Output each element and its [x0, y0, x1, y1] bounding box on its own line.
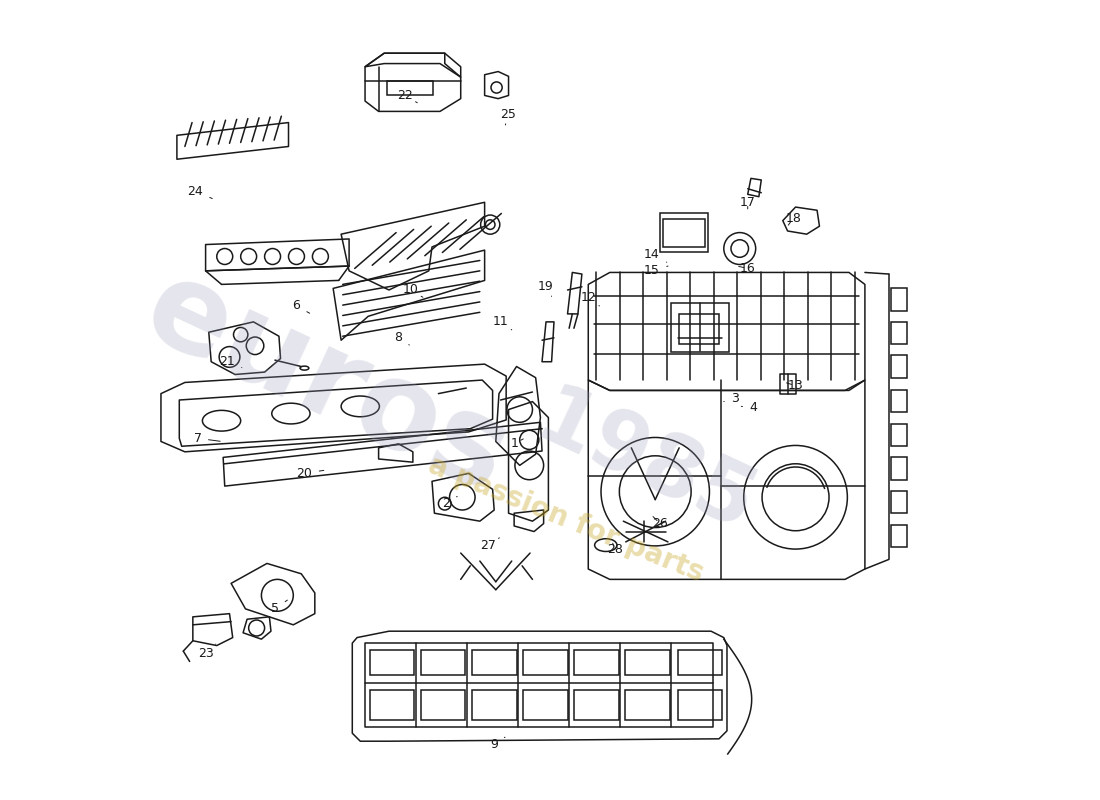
- Text: 4: 4: [741, 402, 757, 414]
- Text: 28: 28: [607, 543, 624, 556]
- Text: a passion for parts: a passion for parts: [424, 451, 708, 588]
- Bar: [663, 219, 705, 247]
- Bar: [625, 650, 670, 675]
- Bar: [522, 690, 568, 721]
- Text: 6: 6: [293, 299, 309, 314]
- Text: 8: 8: [395, 331, 409, 345]
- Text: 12: 12: [581, 291, 600, 306]
- Text: 1985: 1985: [524, 378, 768, 550]
- Text: 15: 15: [645, 264, 668, 278]
- Text: 27: 27: [480, 538, 499, 551]
- Bar: [679, 314, 719, 344]
- Bar: [625, 690, 670, 721]
- Text: 18: 18: [785, 212, 801, 225]
- Text: 19: 19: [538, 280, 554, 296]
- Bar: [472, 690, 517, 721]
- Text: 22: 22: [397, 89, 417, 102]
- Text: 16: 16: [739, 262, 756, 275]
- Text: 7: 7: [194, 432, 220, 445]
- Bar: [891, 288, 908, 310]
- Text: 14: 14: [645, 249, 667, 262]
- Text: 10: 10: [403, 283, 422, 298]
- Text: 26: 26: [652, 517, 668, 530]
- Text: 17: 17: [740, 196, 756, 209]
- Bar: [660, 214, 708, 252]
- Bar: [370, 650, 415, 675]
- Bar: [386, 81, 432, 95]
- Text: 24: 24: [187, 185, 212, 198]
- Bar: [421, 690, 465, 721]
- Bar: [891, 491, 908, 514]
- Text: 9: 9: [491, 737, 505, 751]
- Text: 23: 23: [198, 644, 216, 660]
- Text: 1: 1: [510, 438, 524, 450]
- Bar: [671, 302, 728, 352]
- Text: 21: 21: [219, 355, 242, 368]
- Bar: [574, 650, 618, 675]
- Text: 13: 13: [786, 379, 803, 392]
- Bar: [891, 355, 908, 378]
- Text: 20: 20: [297, 467, 323, 480]
- Bar: [891, 390, 908, 412]
- Bar: [678, 690, 723, 721]
- Bar: [891, 424, 908, 446]
- Text: 11: 11: [493, 315, 512, 330]
- Bar: [522, 650, 568, 675]
- Bar: [421, 650, 465, 675]
- Bar: [891, 322, 908, 344]
- Bar: [891, 525, 908, 547]
- Bar: [891, 458, 908, 480]
- Text: 5: 5: [271, 600, 287, 615]
- Bar: [472, 650, 517, 675]
- Text: 25: 25: [500, 108, 517, 125]
- Text: 2: 2: [442, 497, 458, 510]
- Bar: [370, 690, 415, 721]
- Bar: [678, 650, 723, 675]
- Bar: [574, 690, 618, 721]
- Text: 3: 3: [724, 392, 739, 405]
- Text: euros: euros: [126, 250, 527, 519]
